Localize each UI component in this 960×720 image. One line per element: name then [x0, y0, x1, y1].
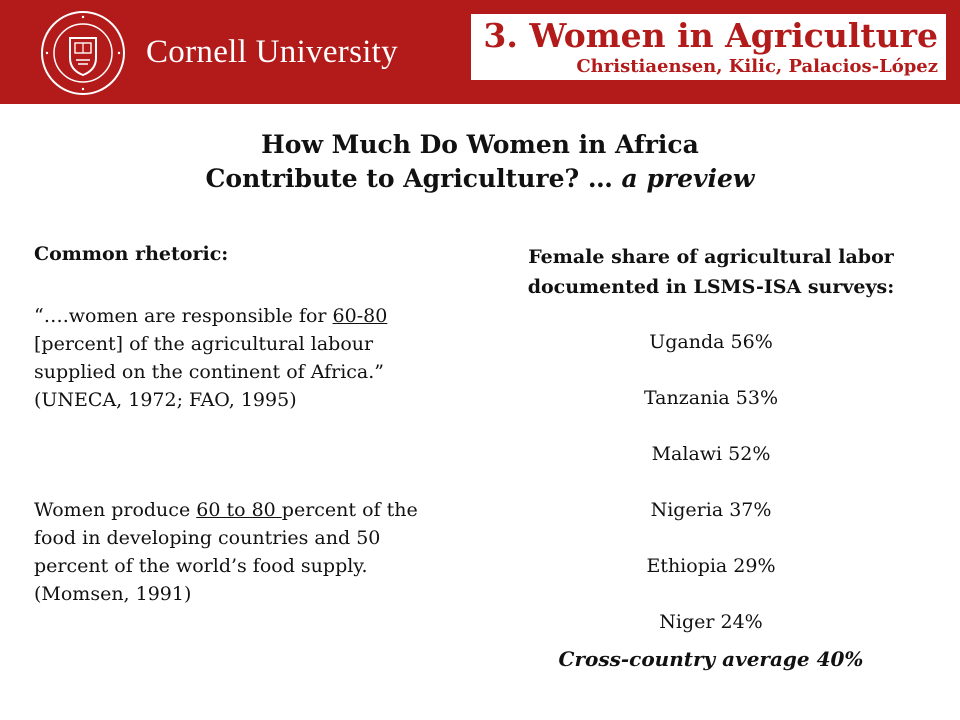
authors: Christiaensen, Kilic, Palacios-López	[576, 56, 938, 77]
quote2-underlined: 60 to 80	[196, 499, 282, 521]
university-name: Cornell University	[146, 34, 398, 70]
header-banner: Cornell University 3. Women in Agricultu…	[0, 0, 960, 104]
country-share-list: Uganda 56% Tanzania 53% Malawi 52% Niger…	[466, 314, 956, 650]
lsms-heading: Female share of agricultural labor docum…	[527, 246, 895, 298]
slide-title: How Much Do Women in Africa Contribute t…	[0, 128, 960, 196]
rhetoric-quote-1: “….women are responsible for 60-80 [perc…	[34, 302, 454, 414]
slide-title-line2-text: Contribute to Agriculture? …	[205, 164, 622, 193]
lsms-findings-column: Female share of agricultural labor docum…	[466, 242, 956, 674]
common-rhetoric-heading: Common rhetoric:	[34, 243, 229, 265]
slide-title-line1: How Much Do Women in Africa	[261, 130, 699, 159]
list-item: Ethiopia 29%	[646, 555, 776, 577]
common-rhetoric-column: Common rhetoric: “….women are responsibl…	[34, 240, 454, 608]
list-item: Malawi 52%	[651, 443, 771, 465]
section-title-block: 3. Women in Agriculture Christiaensen, K…	[471, 14, 946, 80]
quote2-text-a: Women produce	[34, 499, 197, 521]
section-title: 3. Women in Agriculture	[483, 16, 938, 55]
quote1-underlined: 60-80	[332, 305, 388, 327]
slide-title-line2: Contribute to Agriculture? … a preview	[0, 162, 960, 196]
quote2-text-b: percent of the food in developing countr…	[34, 499, 418, 605]
list-item: Nigeria 37%	[650, 499, 772, 521]
quote1-text-b: [percent] of the agricultural labour sup…	[34, 333, 385, 411]
rhetoric-quote-2: Women produce 60 to 80 percent of the fo…	[34, 496, 454, 608]
list-item: Tanzania 53%	[643, 387, 778, 409]
cross-country-average: Cross-country average 40%	[558, 647, 864, 671]
list-item: Niger 24%	[659, 611, 763, 633]
slide-title-preview: a preview	[621, 164, 755, 193]
quote1-text-a: “….women are responsible for	[34, 305, 333, 327]
cornell-seal-icon	[41, 11, 125, 95]
list-item: Uganda 56%	[649, 331, 773, 353]
